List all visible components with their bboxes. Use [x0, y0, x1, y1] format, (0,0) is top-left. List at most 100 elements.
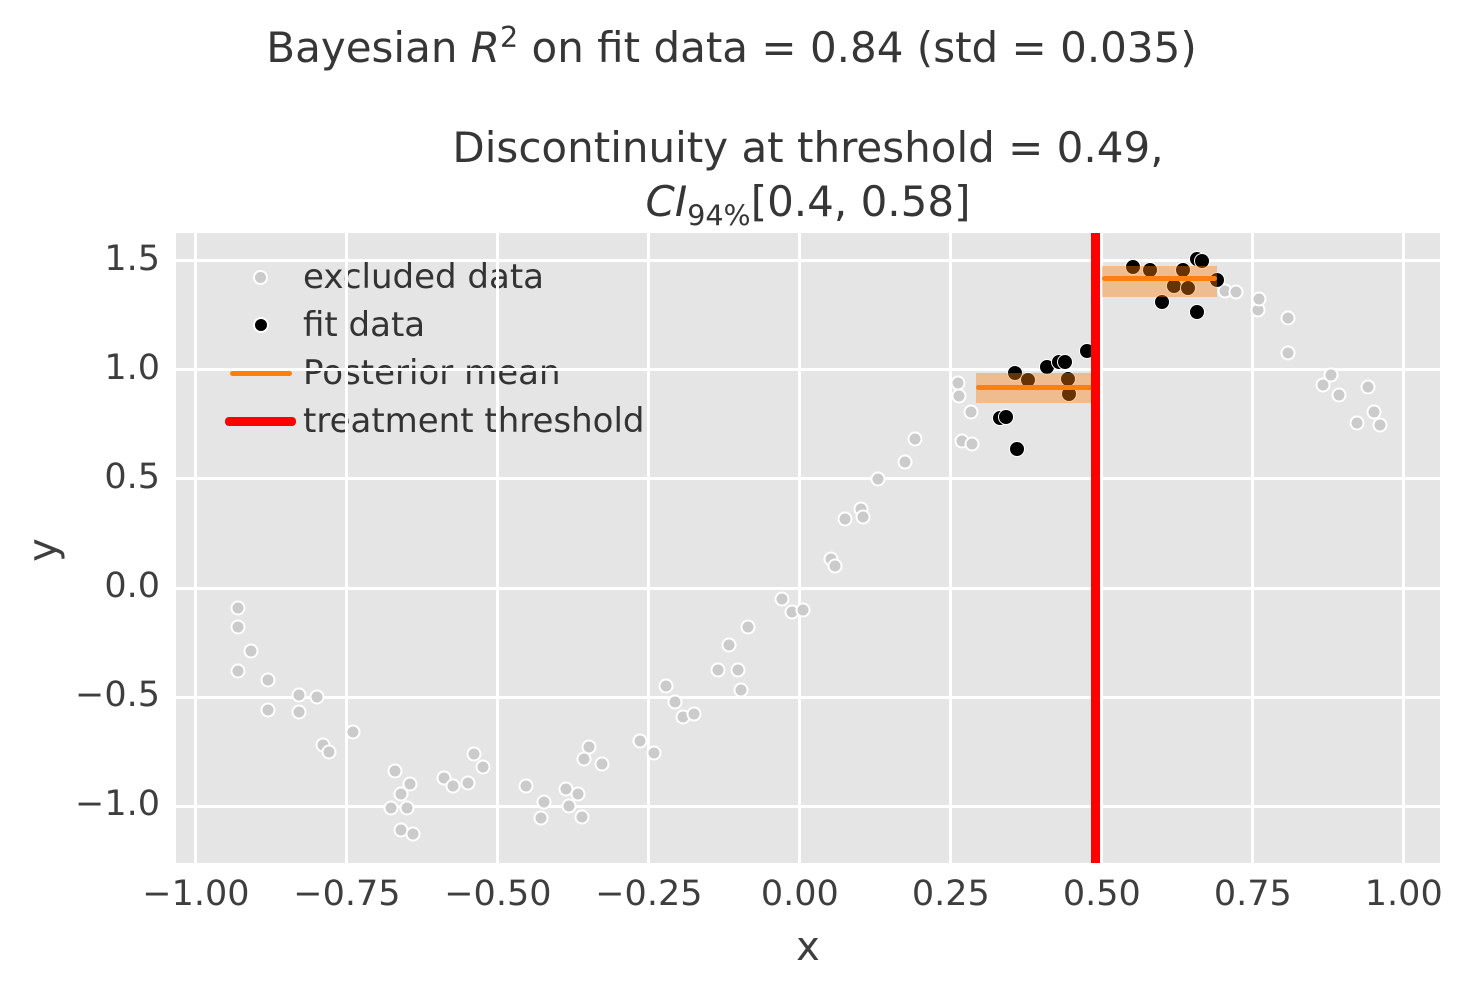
scatter-point-excluded: [291, 687, 307, 703]
scatter-point-fit: [1194, 252, 1211, 269]
y-tick-label: 1.0: [104, 347, 160, 388]
scatter-point-fit: [1189, 303, 1206, 320]
chart-subtitle: Discontinuity at threshold = 0.49, CI94%…: [176, 121, 1440, 242]
x-tick-label: −1.00: [142, 874, 250, 914]
scatter-point-excluded: [795, 602, 811, 618]
scatter-point-excluded: [321, 744, 337, 760]
title-prefix: Bayesian: [266, 23, 471, 72]
y-axis-label: y: [20, 538, 66, 562]
scatter-point-excluded: [460, 775, 476, 791]
scatter-point-excluded: [1360, 379, 1376, 395]
scatter-point-excluded: [399, 800, 415, 816]
scatter-point-excluded: [230, 663, 246, 679]
scatter-point-excluded: [260, 702, 276, 718]
scatter-point-excluded: [466, 746, 482, 762]
scatter-point-fit: [1056, 353, 1073, 370]
scatter-point-excluded: [561, 798, 577, 814]
scatter-point-excluded: [533, 810, 549, 826]
scatter-point-excluded: [1280, 345, 1296, 361]
posterior-ci-band: [1101, 265, 1218, 297]
scatter-point-excluded: [1280, 310, 1296, 326]
scatter-point-excluded: [658, 678, 674, 694]
legend-item-3: treatment threshold: [176, 397, 645, 445]
legend-label: excluded data: [303, 257, 545, 297]
scatter-point-excluded: [576, 751, 592, 767]
gridline-vertical: [1100, 233, 1104, 863]
subtitle-line2: CI94%[0.4, 0.58]: [176, 175, 1440, 242]
scatter-point-excluded: [951, 388, 967, 404]
scatter-point-excluded: [445, 778, 461, 794]
scatter-point-excluded: [518, 778, 534, 794]
scatter-point-excluded: [345, 724, 361, 740]
scatter-point-excluded: [721, 637, 737, 653]
scatter-point-excluded: [964, 436, 980, 452]
legend-dot: [253, 269, 268, 285]
treatment-threshold-line: [1091, 233, 1101, 863]
gridline-horizontal: [176, 368, 1440, 372]
gridline-vertical: [1251, 233, 1255, 863]
scatter-point-excluded: [733, 682, 749, 698]
scatter-point-excluded: [1323, 367, 1339, 383]
x-tick-label: −0.75: [293, 874, 401, 914]
legend-line: [225, 416, 296, 426]
gridline-vertical: [496, 233, 500, 863]
plot-area: excluded data fit data Posterior mean treat…: [176, 233, 1440, 863]
legend-label: fit data: [303, 305, 426, 345]
scatter-point-excluded: [243, 643, 259, 659]
scatter-point-excluded: [230, 619, 246, 635]
gridline-vertical: [194, 233, 198, 863]
scatter-point-excluded: [963, 404, 979, 420]
excluded-data-marker-icon: [225, 253, 296, 301]
legend: excluded data fit data Posterior mean treat…: [176, 253, 645, 445]
ci-subscript: 94%: [687, 198, 751, 233]
x-tick-label: 0.50: [1062, 874, 1141, 914]
scatter-point-excluded: [730, 662, 746, 678]
title-suffix: on fit data = 0.84 (std = 0.035): [518, 23, 1197, 72]
y-tick-label: −0.5: [75, 675, 160, 716]
gridline-vertical: [949, 233, 953, 863]
chart-title: Bayesian R2 on fit data = 0.84 (std = 0.…: [0, 20, 1463, 72]
legend-dot: [252, 317, 269, 333]
y-tick-label: 0.5: [104, 456, 160, 497]
posterior-mean-line-icon: [225, 349, 296, 397]
scatter-point-excluded: [646, 745, 662, 761]
scatter-point-excluded: [870, 471, 886, 487]
x-tick-label: 0.75: [1213, 874, 1292, 914]
legend-label: Posterior mean: [303, 353, 561, 393]
x-tick-label: −0.25: [595, 874, 703, 914]
gridline-vertical: [345, 233, 349, 863]
scatter-point-excluded: [291, 704, 307, 720]
treatment-threshold-line-icon: [225, 397, 296, 445]
y-tick-label: 1.5: [104, 238, 160, 279]
scatter-point-excluded: [260, 672, 276, 688]
scatter-point-excluded: [570, 786, 586, 802]
scatter-point-excluded: [774, 591, 790, 607]
gridline-vertical: [1402, 233, 1406, 863]
gridline-vertical: [798, 233, 802, 863]
scatter-point-excluded: [632, 733, 648, 749]
scatter-point-excluded: [405, 826, 421, 842]
scatter-point-excluded: [1349, 415, 1365, 431]
x-tick-label: −0.50: [444, 874, 552, 914]
legend-item-0: excluded data: [176, 253, 645, 301]
scatter-point-excluded: [387, 763, 403, 779]
scatter-point-excluded: [475, 759, 491, 775]
x-tick-label: 0.00: [760, 874, 839, 914]
posterior-mean-line: [1101, 275, 1218, 281]
scatter-point-excluded: [710, 662, 726, 678]
scatter-point-excluded: [1251, 291, 1267, 307]
scatter-point-fit: [998, 408, 1015, 425]
scatter-point-excluded: [907, 431, 923, 447]
gridline-vertical: [647, 233, 651, 863]
x-tick-label: 1.00: [1364, 874, 1443, 914]
ci-label: CI: [645, 177, 688, 226]
ci-range: [0.4, 0.58]: [750, 177, 971, 226]
scatter-point-excluded: [837, 511, 853, 527]
legend-label: treatment threshold: [303, 401, 645, 441]
subtitle-line1: Discontinuity at threshold = 0.49,: [452, 123, 1164, 172]
gridline-horizontal: [176, 695, 1440, 699]
scatter-point-excluded: [827, 558, 843, 574]
scatter-point-excluded: [897, 454, 913, 470]
scatter-point-excluded: [309, 689, 325, 705]
